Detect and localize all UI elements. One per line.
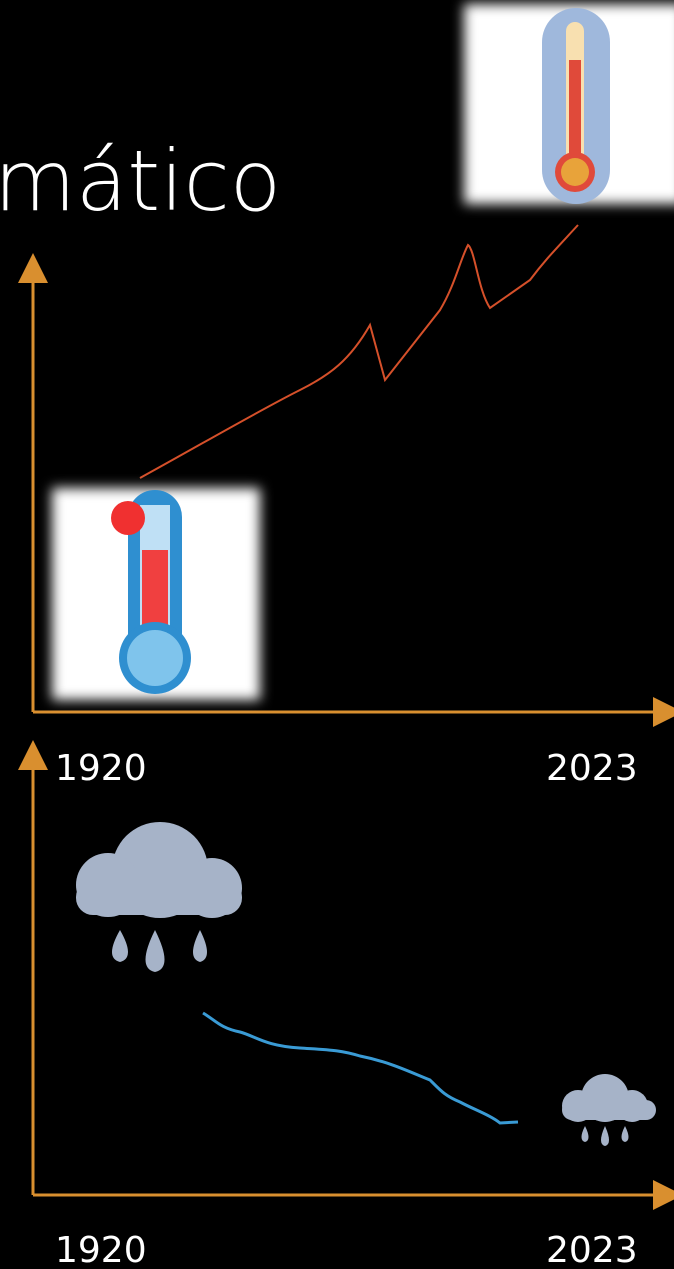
slide: mático 1920 2023 1920 2023 bbox=[0, 0, 674, 1269]
title: mático bbox=[0, 132, 281, 230]
rainfall-line bbox=[203, 1013, 518, 1123]
thermometer-icon bbox=[542, 8, 610, 204]
rain-cloud-icon bbox=[562, 1074, 656, 1146]
x-start-label: 1920 bbox=[55, 748, 147, 789]
x-end-label: 2023 bbox=[546, 1230, 638, 1269]
temperature-line bbox=[140, 225, 578, 478]
x-start-label: 1920 bbox=[55, 1230, 147, 1269]
rain-cloud-icon bbox=[76, 822, 242, 972]
x-end-label: 2023 bbox=[546, 748, 638, 789]
page: mático 1920 2023 1920 2023 (() => { cons… bbox=[0, 0, 674, 1269]
